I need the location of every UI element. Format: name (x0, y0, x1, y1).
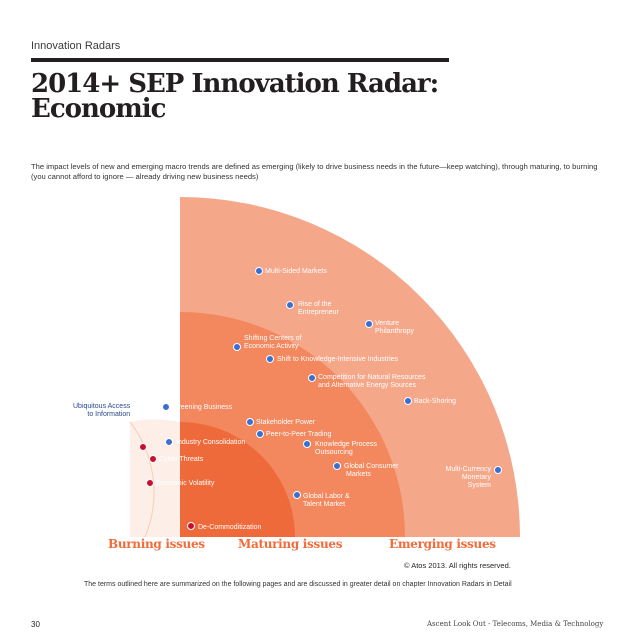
trend-label: Shifting Centers of Economic Activity (244, 335, 302, 351)
trend-dot[interactable] (266, 355, 274, 363)
trend-label: Competition for Natural Resources and Al… (318, 374, 425, 390)
footer-note: The terms outlined here are summarized o… (84, 581, 512, 588)
trend-label-line: Global Labor & (303, 493, 350, 500)
trend-label-line: Shifting Centers of (244, 335, 302, 342)
trend-label-line: and Alternative Energy Sources (318, 382, 417, 389)
page-title: 2014+ SEP Innovation Radar: Economic (31, 69, 439, 124)
trend-label-line: Markets (346, 471, 371, 478)
trend-label-line: Philanthropy (375, 328, 414, 335)
trend-label: Industry Consolidation (176, 439, 246, 446)
trend-dot[interactable] (255, 267, 263, 275)
publication-title: Ascent Look Out - Telecoms, Media & Tech… (427, 620, 604, 628)
trend-label: Venture Philanthropy (375, 320, 414, 336)
intro-text: The impact levels of new and emerging ma… (31, 162, 598, 181)
trend-label-line: Monetary (461, 474, 491, 481)
trend-label: Multi-Sided Markets (265, 268, 327, 275)
trend-label-line: Competition for Natural Resources (318, 374, 426, 381)
trend-dot[interactable] (404, 397, 412, 405)
title-rule (31, 58, 449, 62)
trend-dot[interactable] (149, 455, 157, 463)
trend-label-line: Venture (375, 320, 400, 327)
trend-label-line: Talent Market (303, 501, 346, 508)
trend-dot[interactable] (246, 418, 254, 426)
trend-label: Shift to Knowledge-Intensive Industries (277, 356, 399, 363)
title-line-1: 2014+ SEP Innovation Radar: (31, 69, 439, 99)
trend-label: Knowledge Process Outsourcing (315, 441, 377, 457)
trend-dot[interactable] (162, 403, 170, 411)
trend-dot[interactable] (286, 301, 294, 309)
trend-label: Multi-Currency Monetary System (445, 466, 491, 490)
trend-label-line: Economic Activity (244, 343, 299, 350)
trend-label-line: Multi-Currency (445, 466, 491, 473)
trend-label: Global Consumer Markets (344, 463, 398, 479)
page-number: 30 (31, 620, 40, 629)
trend-dot[interactable] (146, 479, 154, 487)
trend-label: Back-Shoring (414, 398, 457, 405)
trend-label-line: Outsourcing (315, 449, 353, 456)
trend-dot[interactable] (303, 440, 311, 448)
zone-label-burning: Burning issues (108, 537, 205, 551)
trend-label: Ubiquitous Access to Information (73, 403, 130, 419)
trend-label-line: Entrepreneur (298, 309, 339, 316)
trend-label-line: to Information (87, 411, 131, 418)
trend-dot[interactable] (333, 462, 341, 470)
trend-label: Peer-to-Peer Trading (266, 431, 332, 438)
zone-label-maturing: Maturing issues (238, 537, 343, 551)
trend-label: Greening Business (173, 404, 233, 411)
trend-label: Cyber Threats (159, 456, 204, 463)
trend-dot[interactable] (494, 466, 502, 474)
copyright: © Atos 2013. All rights reserved. (404, 561, 511, 570)
trend-dot[interactable] (256, 430, 264, 438)
trend-dot[interactable] (308, 374, 316, 382)
trend-dot[interactable] (293, 491, 301, 499)
trend-label-line: Global Consumer (344, 463, 399, 470)
trend-dot[interactable] (139, 443, 147, 451)
burning-fade (130, 419, 180, 537)
trend-label-line: Ubiquitous Access (73, 403, 131, 410)
trend-label: Stakeholder Power (256, 419, 316, 426)
trend-dot[interactable] (187, 522, 195, 530)
trend-dot[interactable] (165, 438, 173, 446)
trend-label: Economic Volatility (156, 480, 215, 487)
trend-dot[interactable] (233, 343, 241, 351)
trend-label: De-Commoditization (198, 524, 262, 531)
trend-label: Global Labor & Talent Market (303, 493, 350, 509)
section-label: Innovation Radars (31, 40, 121, 52)
title-line-2: Economic (31, 94, 166, 124)
trend-label: Rise of the Entrepreneur (298, 301, 339, 317)
trend-label-line: System (467, 482, 491, 489)
trend-label-line: Knowledge Process (315, 441, 377, 448)
zone-label-emerging: Emerging issues (389, 537, 496, 551)
trend-label-line: Rise of the (298, 301, 332, 308)
trend-dot[interactable] (365, 320, 373, 328)
burning-ring (180, 422, 295, 537)
